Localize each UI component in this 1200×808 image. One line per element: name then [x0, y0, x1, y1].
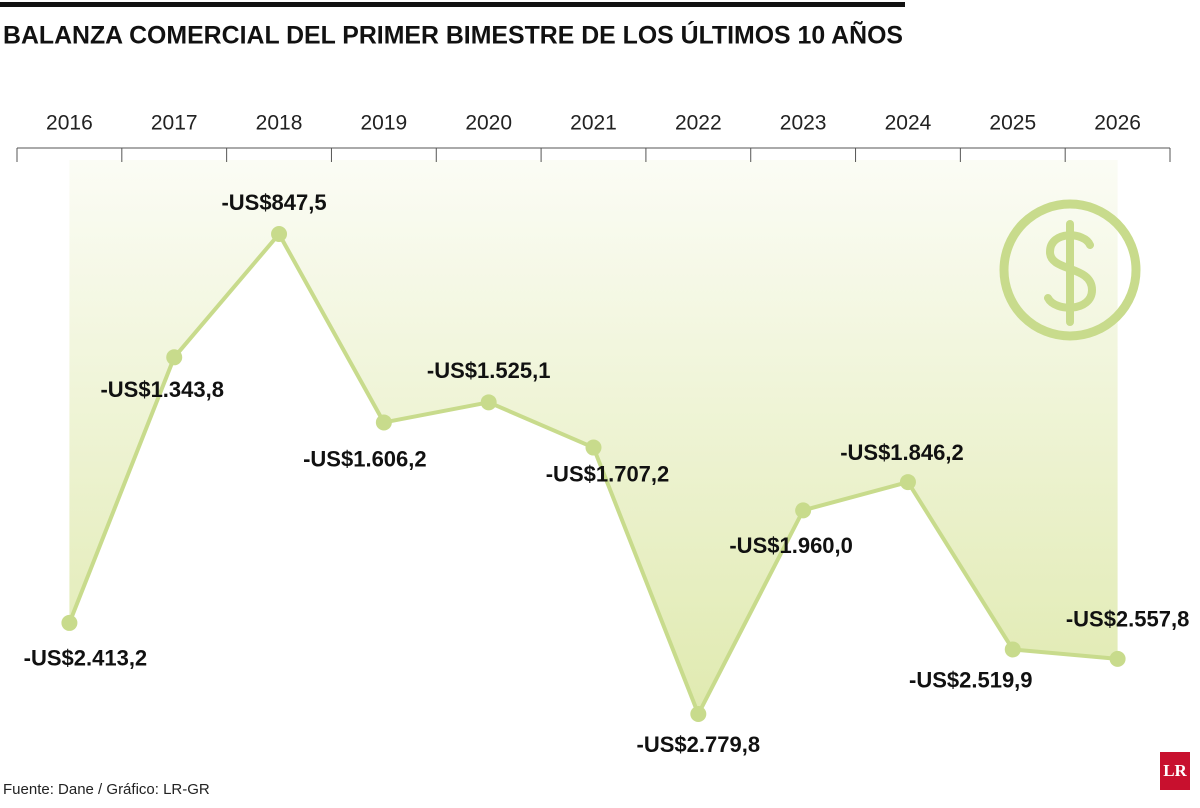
value-label: -US$1.343,8: [100, 377, 224, 402]
title-rule: [0, 2, 905, 7]
point: [1109, 650, 1126, 667]
source: Fuente: Dane / Gráfico: LR-GR: [3, 781, 210, 798]
point: [899, 474, 916, 491]
value-label: -US$1.525,1: [427, 358, 551, 383]
logo-box: [1160, 752, 1190, 790]
point: [795, 502, 812, 519]
value-label: -US$2.413,2: [24, 646, 148, 671]
point: [585, 439, 602, 456]
x-tick-label: 2018: [256, 112, 303, 135]
point: [690, 706, 707, 722]
point: [166, 349, 183, 366]
value-label: -US$847,5: [221, 190, 326, 215]
x-tick-label: 2021: [570, 112, 617, 135]
logo: LR: [1163, 761, 1187, 780]
value-label: -US$1.707,2: [546, 461, 670, 486]
point: [271, 226, 288, 242]
x-tick-label: 2016: [46, 112, 93, 135]
chart-title: BALANZA COMERCIAL DEL PRIMER BIMESTRE DE…: [3, 20, 903, 50]
dollar-icon: [999, 199, 1141, 341]
x-tick-label: 2023: [780, 112, 827, 135]
value-label: -US$1.846,2: [840, 440, 964, 465]
x-tick-label: 2020: [465, 112, 512, 135]
x-tick-label: 2024: [885, 112, 932, 135]
x-tick-label: 2026: [1094, 112, 1141, 135]
x-tick-label: 2017: [151, 112, 198, 135]
point: [61, 614, 78, 631]
value-label: -US$1.606,2: [303, 446, 427, 471]
value-label: -US$2.557,8: [1066, 607, 1190, 632]
point: [1004, 641, 1021, 658]
x-tick-label: 2019: [361, 112, 408, 135]
x-tick-label: 2025: [989, 112, 1036, 135]
value-label: -US$2.519,9: [909, 667, 1033, 692]
x-tick-label: 2022: [675, 112, 722, 135]
area: [69, 160, 1118, 714]
value-label: -US$1.960,0: [729, 533, 853, 558]
value-label: -US$2.779,8: [637, 732, 761, 757]
point: [480, 394, 497, 411]
point: [375, 414, 392, 431]
